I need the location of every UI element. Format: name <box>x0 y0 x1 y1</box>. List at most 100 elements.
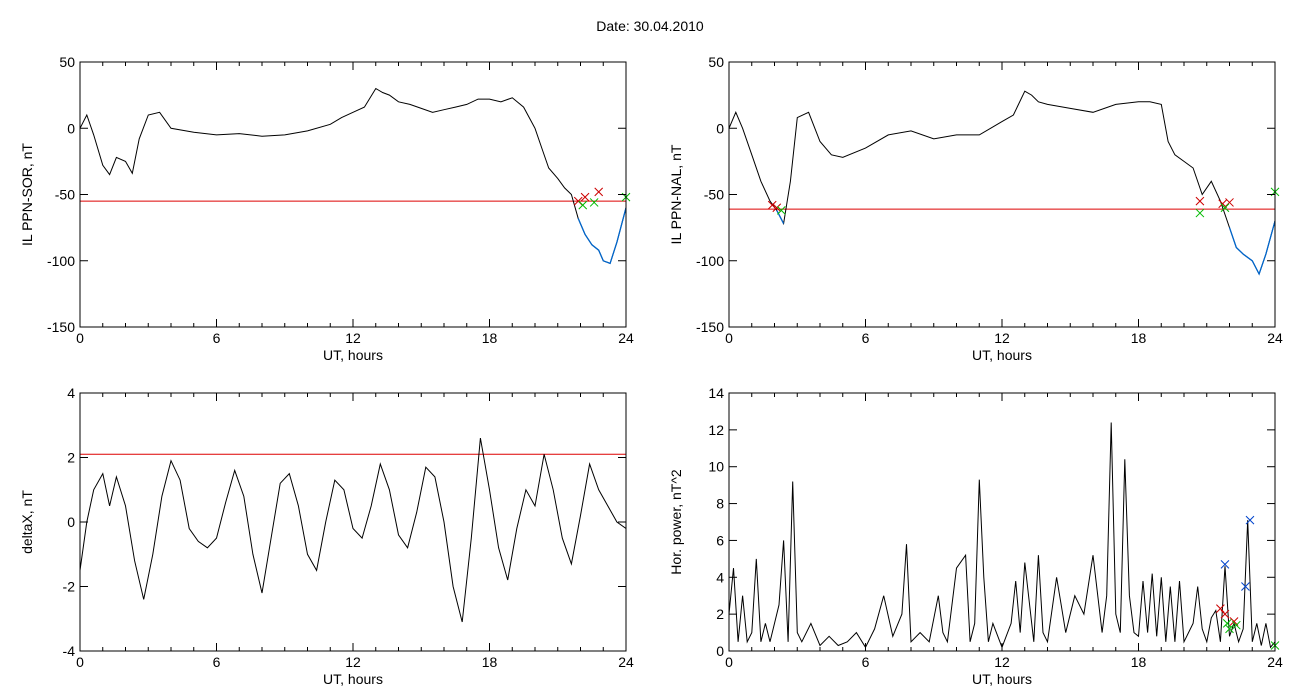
marker-red <box>1220 609 1230 619</box>
marker-stroke <box>1220 560 1230 569</box>
series-line <box>80 438 626 623</box>
y-tick-label: -4 <box>63 643 76 659</box>
marker-green <box>1220 203 1230 213</box>
marker-stroke <box>767 200 777 210</box>
marker-stroke <box>1220 203 1230 213</box>
y-tick-label: 2 <box>716 606 724 622</box>
marker-stroke <box>1195 208 1205 218</box>
series-line <box>729 422 1275 649</box>
marker-red <box>594 187 604 197</box>
y-tick-label: 10 <box>708 459 724 475</box>
marker-stroke <box>1195 196 1205 206</box>
y-axis-label: IL PPN-NAL, nT <box>668 144 684 244</box>
plot-frame <box>79 61 627 328</box>
x-tick-label: 18 <box>1131 330 1147 346</box>
marker-stroke <box>776 206 786 215</box>
marker-green <box>1195 208 1205 218</box>
x-tick-label: 12 <box>994 330 1010 346</box>
series-line <box>80 87 626 265</box>
marker-stroke <box>578 200 588 210</box>
plot-frame <box>728 392 1276 652</box>
x-axis-label: UT, hours <box>323 671 383 687</box>
marker-red <box>772 203 782 213</box>
y-tick-label: 0 <box>67 120 75 136</box>
below-threshold-segment <box>577 207 626 265</box>
marker-stroke <box>772 203 782 213</box>
marker-stroke <box>1222 619 1232 628</box>
x-tick-label: 24 <box>618 330 634 346</box>
marker-green <box>776 206 786 215</box>
y-tick-label: 0 <box>67 514 75 530</box>
marker-green <box>578 200 588 210</box>
marker-stroke <box>1231 620 1241 630</box>
x-tick-label: 0 <box>725 330 733 346</box>
x-tick-label: 6 <box>862 654 870 670</box>
y-tick-label: -2 <box>63 579 76 595</box>
x-tick-label: 0 <box>76 330 84 346</box>
y-tick-label: 12 <box>708 422 724 438</box>
marker-stroke <box>573 196 583 206</box>
x-tick-label: 6 <box>213 654 221 670</box>
marker-red <box>1216 604 1225 613</box>
x-tick-label: 24 <box>1267 654 1283 670</box>
marker-stroke <box>1245 515 1255 525</box>
marker-stroke <box>580 192 590 202</box>
series-line <box>729 90 1275 276</box>
marker-red <box>1218 199 1228 209</box>
y-tick-label: 2 <box>67 450 75 466</box>
y-tick-label: 50 <box>708 54 724 70</box>
x-tick-label: 12 <box>345 654 361 670</box>
y-tick-label: 14 <box>708 385 724 401</box>
y-tick-label: 50 <box>59 54 75 70</box>
marker-blue <box>1220 560 1230 569</box>
y-tick-label: 8 <box>716 496 724 512</box>
y-tick-label: 0 <box>716 120 724 136</box>
marker-stroke <box>1229 617 1239 626</box>
below-threshold-segment <box>1228 220 1275 276</box>
y-tick-label: 4 <box>67 385 75 401</box>
plot-nal: 0 6 12 18 24 -150 -100 -50 0 50 UT, hours IL PPN-NA… <box>668 54 1283 363</box>
figure-title: Date: 30.04.2010 <box>596 18 704 34</box>
x-tick-label: 6 <box>862 330 870 346</box>
y-tick-label: -50 <box>55 187 75 203</box>
plot-frame <box>79 392 627 652</box>
marker-stroke <box>589 198 599 207</box>
marker-stroke <box>1241 582 1250 591</box>
marker-red <box>1195 196 1205 206</box>
y-axis-label: Hor. power, nT^2 <box>668 469 684 575</box>
x-tick-label: 18 <box>482 654 498 670</box>
y-tick-label: 6 <box>716 532 724 548</box>
y-tick-label: 4 <box>716 569 724 585</box>
marker-green <box>1231 620 1241 630</box>
marker-green <box>589 198 599 207</box>
marker-stroke <box>1216 604 1225 613</box>
marker-blue <box>1241 582 1250 591</box>
x-axis-label: UT, hours <box>972 671 1032 687</box>
x-tick-label: 24 <box>618 654 634 670</box>
x-tick-label: 12 <box>994 654 1010 670</box>
y-tick-label: 0 <box>716 643 724 659</box>
x-axis-label: UT, hours <box>972 347 1032 363</box>
y-tick-label: -150 <box>696 319 724 335</box>
y-axis-label: IL PPN-SOR, nT <box>19 143 35 246</box>
y-tick-label: -50 <box>704 187 724 203</box>
below-threshold-segment <box>776 210 785 224</box>
marker-red <box>580 192 590 202</box>
x-axis-label: UT, hours <box>323 347 383 363</box>
x-tick-label: 18 <box>482 330 498 346</box>
x-tick-label: 6 <box>213 330 221 346</box>
y-axis-label: deltaX, nT <box>19 490 35 554</box>
x-tick-label: 0 <box>725 654 733 670</box>
y-tick-label: -100 <box>47 253 75 269</box>
marker-stroke <box>1225 198 1234 207</box>
marker-green <box>1222 619 1232 628</box>
marker-stroke <box>1225 624 1234 634</box>
x-tick-label: 24 <box>1267 330 1283 346</box>
plot-sor: 0 6 12 18 24 -150 -100 -50 0 50 UT, hours IL PPN-SO… <box>19 54 634 363</box>
marker-red <box>1225 198 1234 207</box>
plot-frame <box>728 61 1276 328</box>
marker-stroke <box>594 187 604 197</box>
marker-green <box>1225 624 1234 634</box>
